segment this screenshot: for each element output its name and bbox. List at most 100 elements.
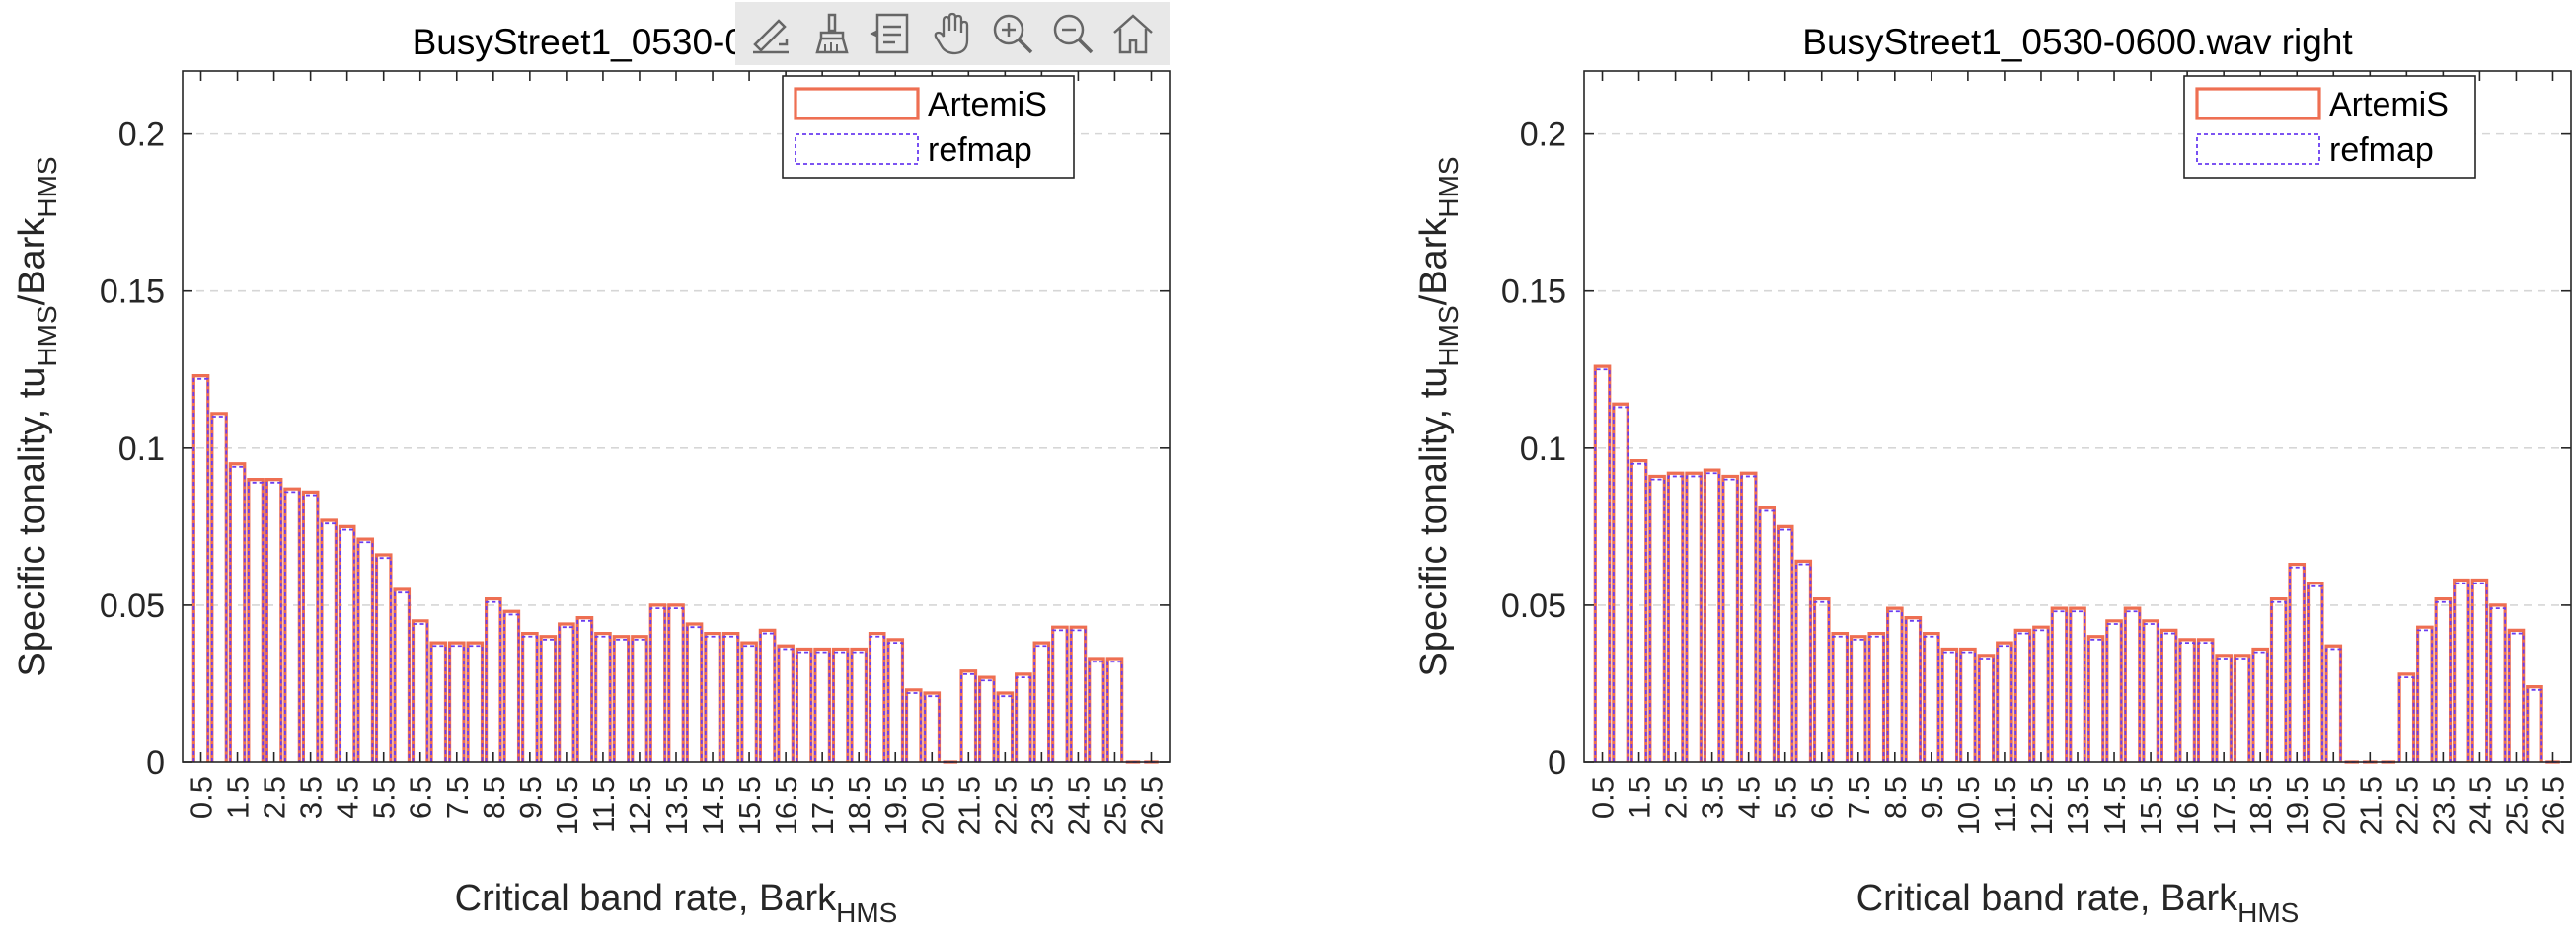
refmap-bar: [2234, 658, 2250, 762]
datatip-button[interactable]: [866, 6, 919, 61]
refmap-bar: [686, 626, 703, 762]
y-axis-label: Specific tonality, tuHMS/BarkHMS: [1413, 156, 1464, 676]
refmap-bar: [339, 528, 355, 762]
legend-label: ArtemiS: [928, 86, 1047, 123]
x-tick-label: 17.5: [805, 776, 840, 835]
refmap-bar: [704, 635, 721, 762]
refmap-bar: [1106, 661, 1123, 762]
x-tick-label: 26.5: [1134, 776, 1169, 835]
x-tick-label: 24.5: [1061, 776, 1096, 835]
x-tick-label: 12.5: [2024, 776, 2059, 835]
legend-label: refmap: [2329, 131, 2434, 169]
refmap-bar: [2325, 648, 2342, 762]
x-tick-label: 24.5: [2462, 776, 2497, 835]
x-tick-label: 23.5: [1024, 776, 1059, 835]
datatip-icon: [870, 13, 909, 54]
refmap-bar: [667, 607, 685, 762]
axes-toolbar: [735, 2, 1170, 65]
x-tick-label: 0.5: [1586, 776, 1621, 818]
x-tick-label: 7.5: [440, 776, 475, 818]
brush-button[interactable]: [805, 6, 859, 61]
home-button[interactable]: [1106, 6, 1160, 61]
pan-button[interactable]: [926, 6, 979, 61]
zoom-in-button[interactable]: [986, 6, 1039, 61]
refmap-bar: [2032, 629, 2050, 762]
x-axis-label: Critical band rate, BarkHMS: [1856, 878, 2300, 928]
x-tick-label: 19.5: [2280, 776, 2314, 835]
refmap-bar: [2216, 658, 2233, 762]
chart-title: BusyStreet1_0530-0600.wav right: [1802, 22, 2353, 62]
artemis-bar: [2196, 638, 2215, 762]
x-tick-label: 16.5: [2170, 776, 2205, 835]
refmap-bar: [229, 466, 246, 762]
refmap-bar: [1594, 368, 1611, 762]
x-tick-label: 4.5: [1732, 776, 1767, 818]
legend-label: ArtemiS: [2329, 86, 2449, 123]
refmap-bar: [1905, 619, 1922, 762]
x-tick-label: 4.5: [331, 776, 365, 818]
artemis-bar: [1685, 471, 1703, 762]
y-tick-label: 0.1: [118, 430, 165, 468]
pan-icon: [934, 12, 969, 55]
x-tick-label: 10.5: [550, 776, 584, 835]
x-tick-label: 2.5: [1659, 776, 1694, 818]
refmap-bar: [1978, 658, 1995, 762]
x-tick-label: 15.5: [732, 776, 767, 835]
y-axis-label: Specific tonality, tuHMS/BarkHMS: [12, 156, 62, 676]
legend-box: [782, 75, 1075, 179]
refmap-bar: [1648, 478, 1666, 762]
artemis-bar: [1812, 596, 1831, 762]
refmap-bar: [1051, 629, 1069, 762]
x-tick-label: 18.5: [2243, 776, 2278, 835]
refmap-bar: [2142, 623, 2159, 762]
x-tick-label: 8.5: [477, 776, 511, 818]
refmap-bar: [1015, 676, 1031, 762]
y-tick-label: 0.15: [100, 273, 165, 311]
x-tick-label: 25.5: [2499, 776, 2534, 835]
artemis-bar: [959, 669, 978, 762]
x-tick-label: 19.5: [878, 776, 913, 835]
refmap-bar: [1923, 635, 1939, 762]
refmap-bar: [576, 619, 593, 762]
refmap-bar: [412, 623, 428, 762]
refmap-bar: [2105, 623, 2123, 762]
zoom-out-button[interactable]: [1046, 6, 1099, 61]
refmap-bar: [210, 416, 228, 762]
x-tick-label: 13.5: [659, 776, 694, 835]
right-chart: 0 0.05 0.1 0.15 0.2 0.5 1.5 2.5 3.5 4.5 5.5 6.5 7.5 8…: [1413, 22, 2572, 928]
x-tick-label: 5.5: [1769, 776, 1803, 818]
refmap-bar: [467, 645, 484, 762]
x-tick-label: 21.5: [2353, 776, 2387, 835]
x-tick-label: 1.5: [1623, 776, 1657, 818]
refmap-bar: [2178, 642, 2196, 762]
refmap-bar: [1813, 600, 1830, 762]
y-tick-label: 0.2: [1520, 117, 1566, 154]
x-tick-label: 16.5: [769, 776, 803, 835]
x-tick-label: 15.5: [2134, 776, 2168, 835]
x-tick-label: 20.5: [2316, 776, 2351, 835]
refmap-bar: [192, 377, 209, 762]
refmap-bar: [558, 626, 575, 762]
refmap-bar: [2289, 566, 2306, 762]
x-tick-label: 3.5: [294, 776, 329, 818]
refmap-bar: [1722, 478, 1739, 762]
refmap-bar: [924, 695, 941, 762]
x-tick-label: 3.5: [1696, 776, 1730, 818]
refmap-bar: [869, 635, 885, 762]
x-tick-label: 7.5: [1842, 776, 1876, 818]
x-tick-label: 10.5: [1951, 776, 1986, 835]
refmap-bar: [247, 481, 265, 762]
x-tick-label: 21.5: [951, 776, 986, 835]
x-tick-label: 25.5: [1098, 776, 1132, 835]
artemis-bar: [2434, 596, 2453, 762]
y-tick-label: 0.1: [1520, 430, 1566, 468]
refmap-bar: [321, 522, 338, 762]
refmap-bar: [375, 557, 392, 762]
x-tick-label: 17.5: [2207, 776, 2241, 835]
refmap-bar: [2014, 632, 2031, 762]
artemis-bar: [1629, 458, 1648, 762]
y-tick-label: 0: [146, 744, 165, 782]
export-button[interactable]: [745, 6, 798, 61]
artemis-bar: [228, 462, 247, 762]
